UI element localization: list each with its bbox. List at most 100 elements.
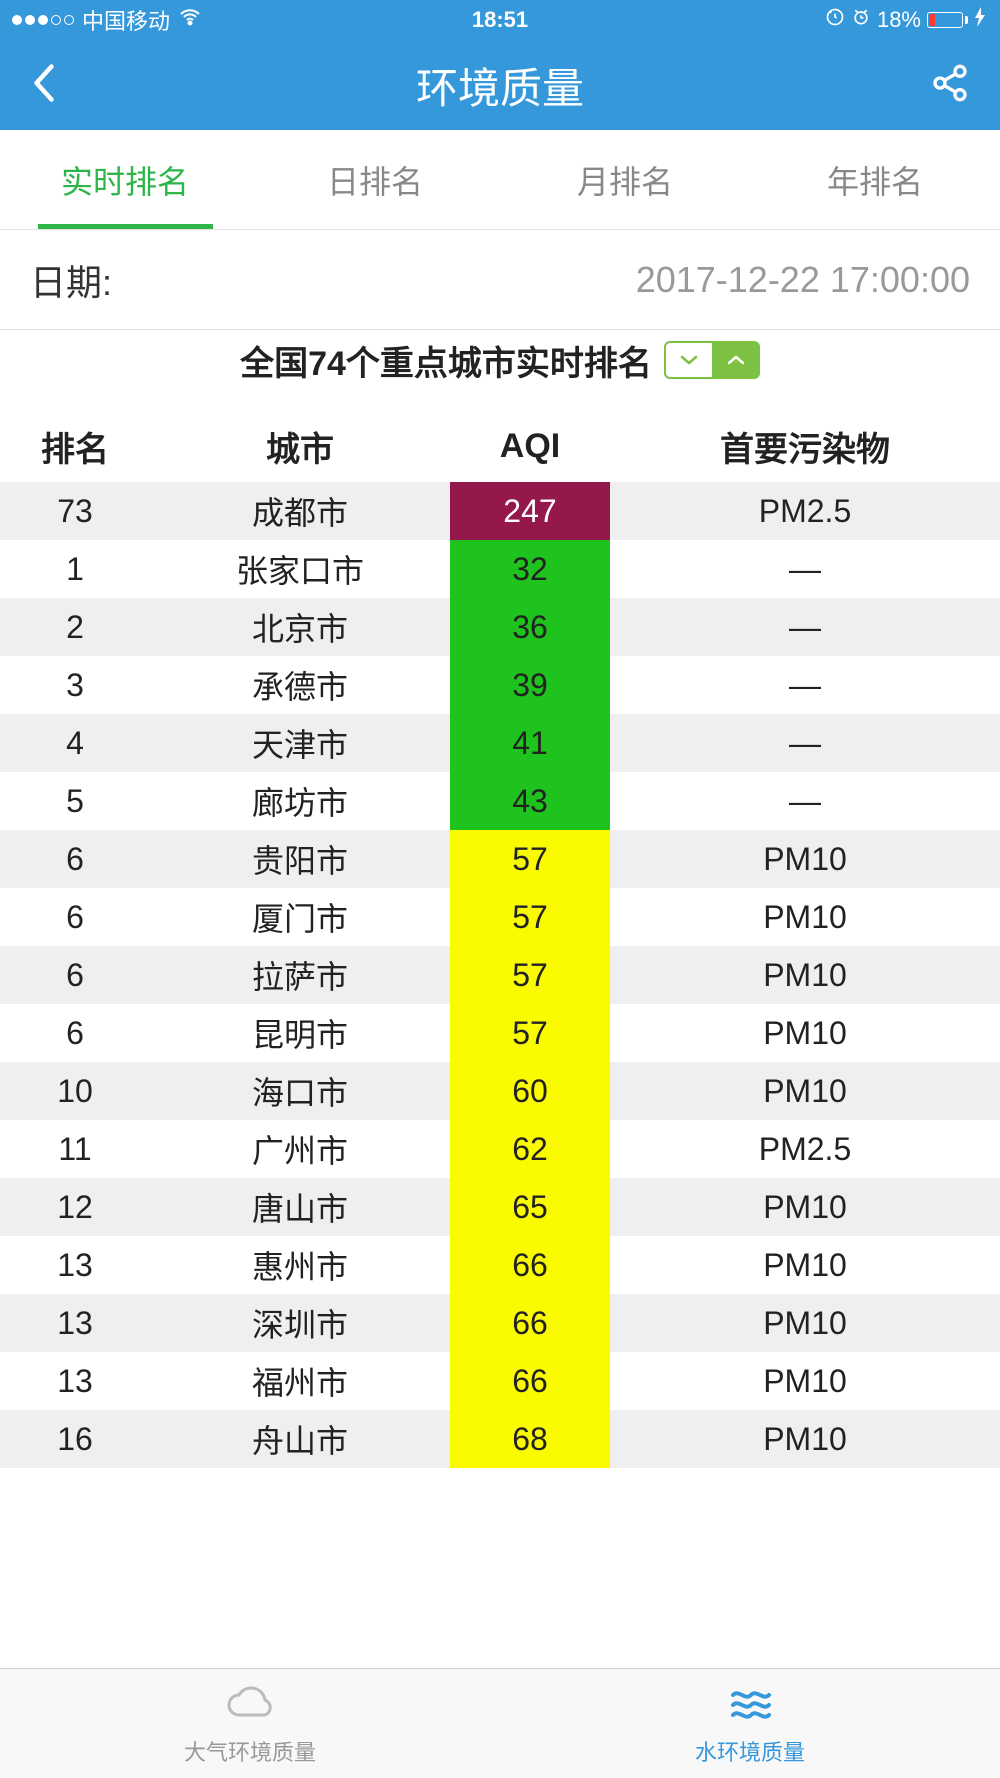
cell-rank: 16	[0, 1421, 150, 1458]
tab-1[interactable]: 日排名	[250, 130, 500, 229]
status-time: 18:51	[472, 7, 528, 33]
cell-aqi: 36	[450, 598, 610, 656]
cell-pollutant: —	[610, 609, 1000, 646]
table-row[interactable]: 11广州市62PM2.5	[0, 1120, 1000, 1178]
subtitle-row: 全国74个重点城市实时排名	[0, 330, 1000, 390]
cell-city: 天津市	[150, 720, 450, 766]
back-button[interactable]	[30, 62, 58, 109]
sort-toggles	[664, 341, 760, 379]
table-row[interactable]: 12唐山市65PM10	[0, 1178, 1000, 1236]
cell-city: 舟山市	[150, 1416, 450, 1462]
table-row[interactable]: 6昆明市57PM10	[0, 1004, 1000, 1062]
cloud-icon	[225, 1681, 275, 1731]
cell-aqi: 39	[450, 656, 610, 714]
cell-aqi: 68	[450, 1410, 610, 1468]
cell-aqi: 247	[450, 482, 610, 540]
cell-city: 廊坊市	[150, 778, 450, 824]
table-row[interactable]: 10海口市60PM10	[0, 1062, 1000, 1120]
cell-aqi: 57	[450, 830, 610, 888]
bottom-tab-water-label: 水环境质量	[695, 1735, 805, 1767]
table-row[interactable]: 2北京市36—	[0, 598, 1000, 656]
cell-city: 惠州市	[150, 1242, 450, 1288]
cell-city: 广州市	[150, 1126, 450, 1172]
table-row[interactable]: 5廊坊市43—	[0, 772, 1000, 830]
cell-pollutant: —	[610, 725, 1000, 762]
table-row[interactable]: 6拉萨市57PM10	[0, 946, 1000, 1004]
tab-2[interactable]: 月排名	[500, 130, 750, 229]
cell-city: 唐山市	[150, 1184, 450, 1230]
ranking-tabs: 实时排名日排名月排名年排名	[0, 130, 1000, 230]
status-bar: 中国移动 18:51 18%	[0, 0, 1000, 40]
cell-city: 贵阳市	[150, 836, 450, 882]
nav-bar: 环境质量	[0, 40, 1000, 130]
cell-pollutant: PM10	[610, 841, 1000, 878]
cell-rank: 13	[0, 1305, 150, 1342]
cell-pollutant: PM2.5	[610, 493, 1000, 530]
table-row[interactable]: 6厦门市57PM10	[0, 888, 1000, 946]
header-rank: 排名	[0, 422, 150, 471]
cell-pollutant: —	[610, 783, 1000, 820]
cell-aqi: 57	[450, 946, 610, 1004]
cell-aqi: 57	[450, 888, 610, 946]
cell-rank: 6	[0, 1015, 150, 1052]
date-row: 日期: 2017-12-22 17:00:00	[0, 230, 1000, 330]
table-row[interactable]: 1张家口市32—	[0, 540, 1000, 598]
cell-city: 拉萨市	[150, 952, 450, 998]
cell-city: 海口市	[150, 1068, 450, 1114]
cell-rank: 2	[0, 609, 150, 646]
cell-rank: 12	[0, 1189, 150, 1226]
cell-rank: 73	[0, 493, 150, 530]
cell-rank: 1	[0, 551, 150, 588]
cell-rank: 3	[0, 667, 150, 704]
subtitle-text: 全国74个重点城市实时排名	[240, 336, 652, 385]
cell-pollutant: PM10	[610, 899, 1000, 936]
cell-aqi: 60	[450, 1062, 610, 1120]
cell-pollutant: PM10	[610, 1073, 1000, 1110]
cell-aqi: 57	[450, 1004, 610, 1062]
cell-city: 张家口市	[150, 546, 450, 592]
cell-aqi: 62	[450, 1120, 610, 1178]
alarm-icon	[851, 7, 871, 33]
cell-rank: 4	[0, 725, 150, 762]
table-row[interactable]: 16舟山市68PM10	[0, 1410, 1000, 1468]
cell-pollutant: —	[610, 667, 1000, 704]
charging-icon	[974, 7, 988, 33]
header-pollutant: 首要污染物	[610, 422, 1000, 471]
battery-percent: 18%	[877, 7, 921, 33]
cell-aqi: 41	[450, 714, 610, 772]
cell-rank: 11	[0, 1131, 150, 1168]
wave-icon	[725, 1681, 775, 1731]
cell-aqi: 66	[450, 1352, 610, 1410]
cell-city: 昆明市	[150, 1010, 450, 1056]
cell-rank: 6	[0, 957, 150, 994]
bottom-tabs: 大气环境质量 水环境质量	[0, 1668, 1000, 1778]
table-row[interactable]: 4天津市41—	[0, 714, 1000, 772]
table-row[interactable]: 3承德市39—	[0, 656, 1000, 714]
cell-city: 福州市	[150, 1358, 450, 1404]
date-label: 日期:	[30, 254, 112, 306]
tab-3[interactable]: 年排名	[750, 130, 1000, 229]
signal-icon	[12, 15, 74, 25]
table-row[interactable]: 73成都市247PM2.5	[0, 482, 1000, 540]
sort-asc-button[interactable]	[712, 341, 760, 379]
bottom-tab-air[interactable]: 大气环境质量	[0, 1669, 500, 1778]
cell-aqi: 32	[450, 540, 610, 598]
cell-pollutant: PM10	[610, 1247, 1000, 1284]
cell-aqi: 66	[450, 1294, 610, 1352]
cell-city: 北京市	[150, 604, 450, 650]
sort-desc-button[interactable]	[664, 341, 712, 379]
table-row[interactable]: 13深圳市66PM10	[0, 1294, 1000, 1352]
cell-aqi: 66	[450, 1236, 610, 1294]
date-value: 2017-12-22 17:00:00	[636, 259, 970, 301]
bottom-tab-water[interactable]: 水环境质量	[500, 1669, 1000, 1778]
cell-city: 承德市	[150, 662, 450, 708]
tab-0[interactable]: 实时排名	[0, 130, 250, 229]
table-row[interactable]: 13福州市66PM10	[0, 1352, 1000, 1410]
share-button[interactable]	[930, 63, 970, 108]
table-row[interactable]: 13惠州市66PM10	[0, 1236, 1000, 1294]
cell-rank: 5	[0, 783, 150, 820]
cell-pollutant: PM10	[610, 1363, 1000, 1400]
table-row[interactable]: 6贵阳市57PM10	[0, 830, 1000, 888]
cell-city: 成都市	[150, 488, 450, 534]
cell-pollutant: —	[610, 551, 1000, 588]
